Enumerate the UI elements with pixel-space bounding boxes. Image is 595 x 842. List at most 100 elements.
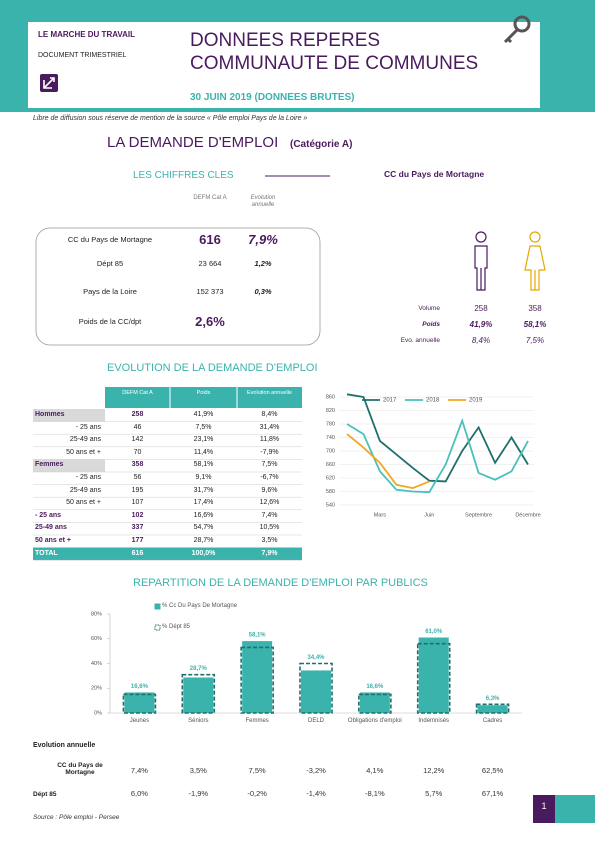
cell: 7,5% [195, 423, 212, 431]
row-label: 25-49 ans [69, 486, 101, 494]
cell: 3,5% [261, 537, 278, 544]
y-tick-label: 780 [326, 421, 335, 427]
cell: 17,4% [193, 499, 214, 507]
annual-value: -8,1% [365, 789, 385, 798]
row-label: - 25 ans [35, 511, 62, 519]
line-series [346, 433, 430, 490]
gender-label: Evo. annuelle [400, 337, 440, 344]
cell: 102 [131, 511, 144, 519]
table-header-bg [105, 387, 302, 408]
gender-title: CC du Pays de Mortagne [384, 169, 485, 179]
cell: 54,7% [193, 524, 214, 532]
gender-value: 7,5% [525, 336, 545, 345]
annual-value: 3,5% [189, 766, 207, 775]
cell: -6,7% [260, 474, 279, 481]
annual-value: -1,4% [306, 789, 326, 798]
cell: 11,8% [259, 436, 280, 444]
column-header: Poids [196, 390, 211, 396]
man-icon [474, 231, 488, 291]
cell: 16,6% [193, 511, 214, 519]
annual-value: 7,5% [248, 766, 266, 775]
title: COMMUNAUTE DE COMMUNES [190, 53, 479, 74]
x-tick-label: Juin [424, 512, 434, 518]
kicker: LE MARCHE DU TRAVAIL [38, 30, 136, 39]
evolution-title: EVOLUTION DE LA DEMANDE D'EMPLOI [107, 362, 318, 374]
annual-value: 7,4% [130, 766, 148, 775]
cell: 107 [131, 499, 144, 507]
column-header: Evolution annuelle [247, 390, 292, 396]
notice: Libre de diffusion sous réserve de menti… [33, 115, 308, 122]
y-tick-label: 860 [326, 394, 335, 400]
cell: 58,1% [193, 461, 214, 469]
bar-title: REPARTITION DE LA DEMANDE D'EMPLOI PAR P… [133, 577, 428, 589]
cell: 142 [131, 436, 144, 444]
row-label: 50 ans et + [35, 537, 71, 544]
cell: 56 [133, 474, 142, 481]
x-tick-label: Cadres [482, 718, 503, 724]
gender-value: 8,4% [471, 336, 491, 345]
bar-outline [240, 646, 274, 714]
gender-value: 258 [474, 304, 488, 313]
key-value: 616 [199, 232, 221, 247]
column-header: DEFM Cat A [122, 390, 153, 396]
logo-arrow [43, 77, 55, 89]
y-tick-label: 40% [91, 661, 102, 667]
gender-label: Poids [422, 321, 440, 328]
bar [418, 637, 449, 713]
page-tab [533, 795, 555, 823]
annual-value: 62,5% [481, 766, 504, 775]
cell: 616 [131, 549, 144, 557]
cell: 358 [131, 461, 144, 469]
bar-outline [416, 642, 451, 714]
gender-value: 358 [528, 304, 542, 313]
y-tick-label: 700 [326, 448, 335, 454]
legend-label: 2019 [469, 398, 483, 404]
annual-value: 67,1% [481, 789, 504, 798]
cell: 7,5% [261, 461, 278, 469]
annual-value: 5,7% [425, 789, 443, 798]
value-label: 58,1% [249, 633, 267, 639]
cell: 100,0% [191, 549, 216, 557]
y-tick-label: 0% [94, 710, 102, 716]
bar [124, 692, 155, 713]
row-label: 25-49 ans [69, 436, 101, 444]
y-tick-label: 620 [326, 475, 335, 481]
key-label: CC du Pays de Mortagne [67, 235, 153, 244]
header-card [28, 22, 540, 108]
legend-swatch [154, 603, 161, 610]
key-value: 23 664 [198, 259, 222, 268]
y-tick-label: 660 [326, 462, 335, 468]
key-value: 152 373 [196, 287, 224, 296]
cell: 46 [133, 423, 142, 431]
bar [242, 641, 273, 713]
key-value: 0,3% [254, 287, 272, 296]
annual-label: CC du Pays de Mortagne [57, 762, 103, 777]
total-bg [33, 547, 302, 561]
value-label: 6,3% [486, 696, 500, 702]
x-tick-label: Jeunes [129, 718, 150, 724]
bar [183, 677, 214, 713]
y-tick-label: 740 [326, 435, 335, 441]
value-label: 61,0% [425, 629, 443, 635]
cell: 195 [131, 486, 144, 494]
y-tick-label: 20% [91, 686, 102, 692]
date: 30 JUIN 2019 (DONNEES BRUTES) [190, 92, 355, 103]
woman-icon [524, 231, 546, 291]
annual-label: Dépt 85 [33, 791, 57, 798]
key-title: LES CHIFFRES CLES [133, 170, 234, 181]
value-label: 16,6% [131, 684, 149, 690]
source: Source : Pôle emploi - Persee [33, 814, 120, 821]
bar [477, 705, 508, 713]
y-tick-label: 820 [326, 408, 335, 414]
legend-label: 2018 [426, 398, 440, 404]
cell: 337 [131, 524, 144, 532]
bar-outline [475, 703, 510, 714]
section-title: LA DEMANDE D'EMPLOI [107, 134, 279, 151]
cell: 31,7% [193, 486, 214, 494]
x-tick-label: DELD [307, 718, 324, 724]
bar-outline [181, 673, 216, 714]
legend-label: 2017 [383, 398, 397, 404]
key-icon [503, 15, 531, 44]
bar-outline [122, 693, 157, 714]
